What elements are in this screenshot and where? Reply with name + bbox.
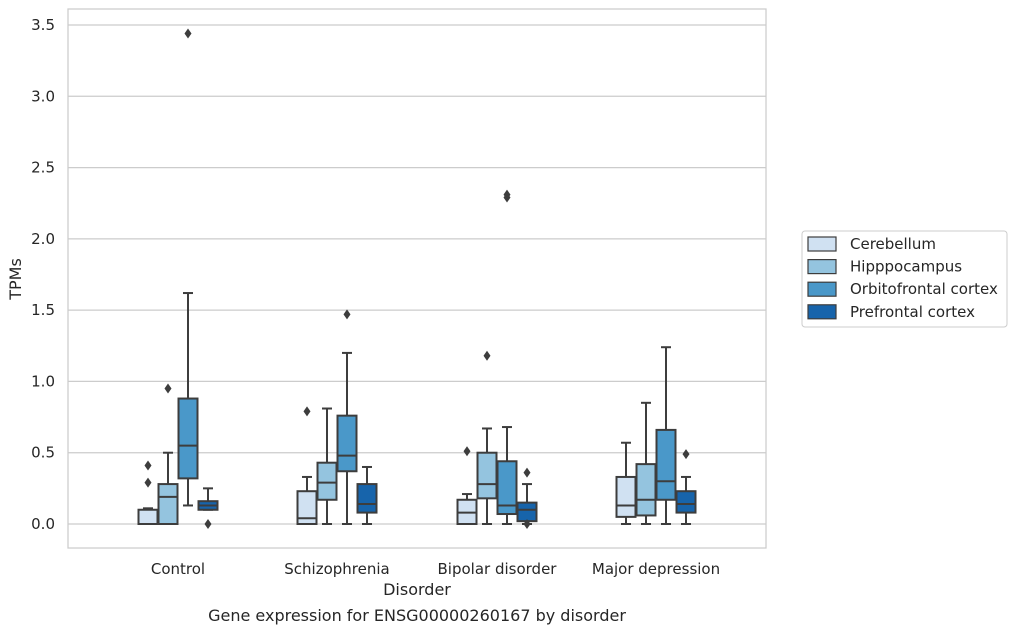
outlier-point (343, 309, 351, 320)
legend-label: Orbitofrontal cortex (850, 280, 998, 298)
y-axis-title: TPMs (6, 258, 25, 301)
outlier-point (483, 350, 491, 361)
legend-swatch (807, 304, 837, 320)
legend-swatch (807, 281, 837, 297)
y-tick-label: 0.5 (31, 444, 55, 462)
outlier-point (523, 467, 531, 478)
legend-frame (801, 230, 1008, 328)
y-tick-label: 3.5 (31, 16, 55, 34)
box-iqr (157, 483, 179, 525)
box-cerebellum (456, 446, 478, 525)
box-iqr (615, 475, 637, 518)
box-iqr (177, 397, 199, 480)
box-prefrontal-cortex (516, 467, 538, 529)
box-hipppocampus (635, 401, 657, 525)
box-iqr (316, 461, 338, 501)
box-cerebellum (615, 441, 637, 525)
box-iqr (675, 490, 697, 514)
box-iqr (635, 463, 657, 517)
legend-swatch (807, 236, 837, 252)
outlier-point (184, 28, 192, 39)
box-iqr (476, 451, 498, 500)
box-series (137, 28, 697, 529)
box-orbitofrontal-cortex (336, 309, 358, 525)
box-iqr (496, 460, 518, 516)
outlier-point (204, 519, 212, 529)
y-tick-label: 1.5 (31, 301, 55, 319)
box-hipppocampus (316, 407, 338, 525)
outlier-point (144, 460, 152, 471)
box-prefrontal-cortex (197, 487, 219, 529)
outlier-point (144, 477, 152, 488)
outlier-point (303, 406, 311, 417)
x-tick-label: Major depression (592, 560, 720, 578)
legend-label: Hipppocampus (850, 258, 962, 276)
y-tick-label: 3.0 (31, 87, 55, 105)
legend: Cerebellum Hipppocampus Orbitofrontal cort… (801, 230, 1008, 328)
box-iqr (516, 501, 538, 523)
legend-label: Prefrontal cortex (850, 303, 975, 321)
outlier-point (682, 449, 690, 460)
box-iqr (655, 428, 677, 501)
legend-label: Cerebellum (850, 235, 936, 253)
y-tick-label: 2.0 (31, 230, 55, 248)
x-tick-label: Control (151, 560, 205, 578)
x-tick-label: Schizophrenia (284, 560, 389, 578)
box-prefrontal-cortex (356, 465, 378, 525)
box-orbitofrontal-cortex (655, 346, 677, 525)
box-prefrontal-cortex (675, 449, 697, 525)
outlier-point (503, 189, 511, 200)
outlier-point (523, 519, 531, 529)
box-cerebellum (296, 406, 318, 525)
x-tick-labels: Control Schizophrenia Bipolar disorder Majo… (151, 560, 720, 578)
y-tick-label: 1.0 (31, 372, 55, 390)
plot-frame (67, 8, 767, 549)
box-hipppocampus (157, 383, 179, 525)
box-iqr (296, 490, 318, 525)
box-orbitofrontal-cortex (496, 189, 518, 525)
y-tick-label: 0.0 (31, 515, 55, 533)
figure-caption: Gene expression for ENSG00000260167 by d… (208, 606, 626, 625)
x-tick-label: Bipolar disorder (438, 560, 558, 578)
y-tick-labels: 0.0 0.5 1.0 1.5 2.0 2.5 3.0 3.5 (31, 16, 55, 533)
outlier-point (463, 446, 471, 457)
box-hipppocampus (476, 350, 498, 525)
x-axis-title: Disorder (383, 580, 451, 599)
box-orbitofrontal-cortex (177, 28, 199, 507)
box-iqr (356, 483, 378, 514)
box-iqr (137, 508, 159, 526)
box-iqr (336, 414, 358, 473)
box-cerebellum (137, 460, 159, 526)
legend-swatch (807, 259, 837, 275)
y-tick-label: 2.5 (31, 159, 55, 177)
outlier-point (164, 383, 172, 394)
